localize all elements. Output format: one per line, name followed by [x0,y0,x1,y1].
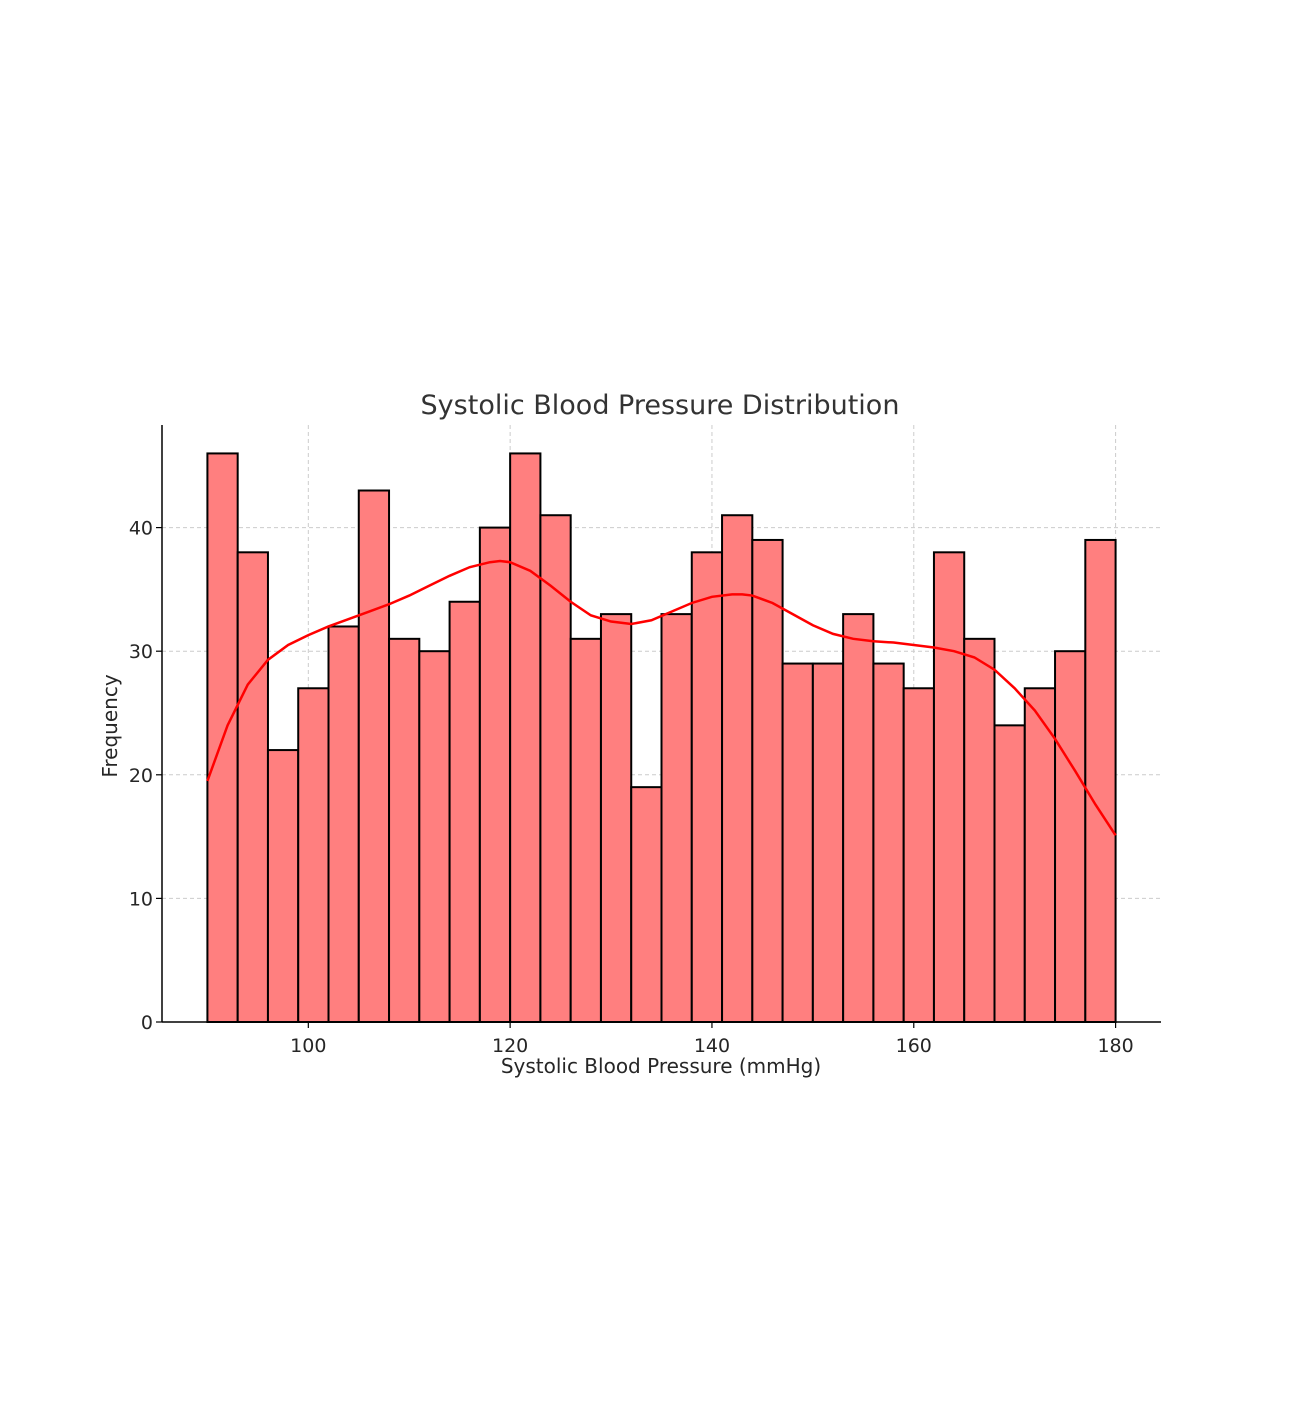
y-ticks: 0 10 20 30 40 [129,518,162,1034]
chart-title: Systolic Blood Pressure Distribution [421,390,900,421]
histogram-bar [388,637,421,1023]
histogram-bar [599,613,633,1023]
histogram-bar [1054,650,1087,1024]
y-tick-label: 20 [129,765,153,787]
x-ticks: 100 120 140 160 180 [290,1022,1134,1057]
histogram-bar [1023,687,1057,1024]
y-tick-label: 10 [129,888,153,910]
y-tick-label: 30 [129,641,153,663]
histogram-bar [781,662,814,1023]
histogram-bar [932,551,966,1023]
histogram-bar [993,724,1026,1024]
y-tick-label: 0 [141,1012,153,1034]
x-tick-label: 140 [694,1035,730,1057]
histogram-bar [630,786,663,1023]
histogram-bar [842,613,875,1023]
histogram-bar [327,625,360,1023]
histogram-bar [660,613,693,1023]
x-axis-label: Systolic Blood Pressure (mmHg) [501,1054,821,1078]
histogram-bar [811,662,845,1023]
y-axis-label: Frequency [98,674,122,777]
histogram-bar [963,637,996,1023]
histogram-bar [478,526,512,1024]
histogram-bar [690,551,724,1023]
histogram-bar [418,650,451,1024]
histogram-bar [236,551,269,1023]
histogram-bar [721,514,754,1023]
histogram-bar [266,749,300,1023]
kde-curve [206,559,1117,837]
histogram-bar [751,538,784,1023]
histogram-bar [1084,538,1117,1023]
x-tick-label: 120 [492,1035,528,1057]
histogram-bar [448,600,481,1023]
x-tick-label: 100 [290,1035,326,1057]
x-tick-label: 160 [896,1035,932,1057]
histogram-bar [569,637,602,1023]
histogram-bar [357,489,391,1023]
histogram-bar [872,662,905,1023]
y-tick-label: 40 [129,518,153,540]
histogram-bar [902,687,935,1024]
x-tick-label: 180 [1097,1035,1133,1057]
histogram-bar [297,687,330,1024]
histogram-bar [509,452,542,1023]
